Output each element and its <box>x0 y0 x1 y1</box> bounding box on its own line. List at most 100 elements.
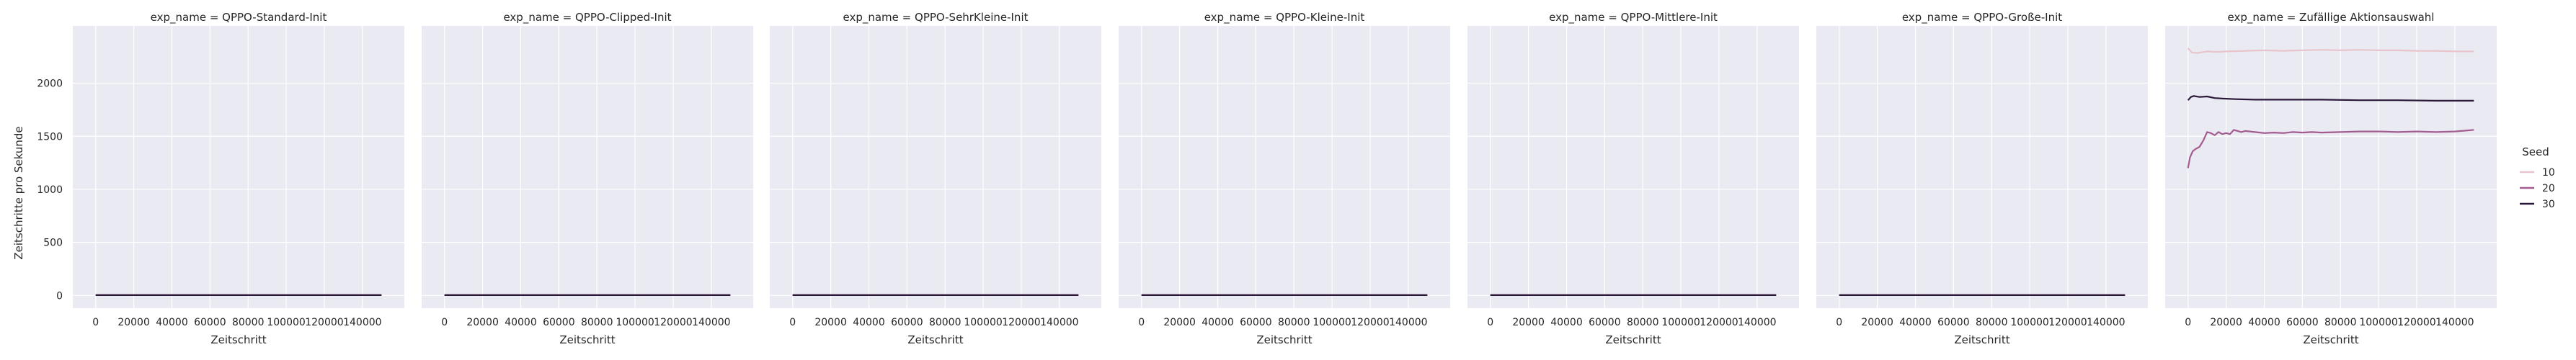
x-tick-label: 80000 <box>1627 317 1659 328</box>
x-tick-label: 40000 <box>853 317 885 328</box>
x-tick-label: 20000 <box>117 317 150 328</box>
x-tick-label: 100000 <box>2359 317 2397 328</box>
plot-area <box>1467 26 1799 308</box>
x-tick-label: 0 <box>1487 317 1493 328</box>
legend-entries: 10 20 30 <box>2520 167 2555 210</box>
x-tick-label: 40000 <box>2248 317 2280 328</box>
x-tick-label: 20000 <box>1861 317 1893 328</box>
legend-label-seed-10: 10 <box>2542 167 2555 179</box>
y-tick-label: 500 <box>43 238 63 249</box>
x-tick-label: 60000 <box>1240 317 1272 328</box>
y-axis-label: Zeitschritte pro Sekunde <box>12 126 25 259</box>
panel-title: exp_name = QPPO-Große-Init <box>1902 11 2062 24</box>
x-tick-label: 140000 <box>2435 317 2474 328</box>
y-tick-label: 2000 <box>37 78 63 90</box>
x-tick-label: 20000 <box>814 317 847 328</box>
x-tick-label: 0 <box>789 317 796 328</box>
plot-area <box>73 26 404 308</box>
x-tick-label: 120000 <box>1002 317 1040 328</box>
plot-area <box>2165 26 2497 308</box>
plot-area <box>1119 26 1450 308</box>
x-axis-label: Zeitschritt <box>2303 333 2358 346</box>
x-tick-label: 20000 <box>2210 317 2242 328</box>
x-axis-label: Zeitschritt <box>1256 333 1312 346</box>
x-tick-label: 60000 <box>891 317 923 328</box>
x-tick-label: 20000 <box>466 317 499 328</box>
x-tick-label: 40000 <box>505 317 537 328</box>
x-tick-label: 120000 <box>2048 317 2087 328</box>
y-tick-label: 1000 <box>37 184 63 196</box>
facet-panel: exp_name = QPPO-Mittlere-Init 0 20000 40000… <box>1467 11 1799 346</box>
x-tick-label: 120000 <box>654 317 692 328</box>
x-tick-label: 40000 <box>156 317 188 328</box>
x-tick-label: 0 <box>2185 317 2191 328</box>
x-tick-label: 0 <box>1836 317 1842 328</box>
facet-panel: exp_name = QPPO-Große-Init 0 20000 40000 600… <box>1816 11 2148 346</box>
x-tick-label: 80000 <box>581 317 613 328</box>
panel-title: exp_name = QPPO-Kleine-Init <box>1204 11 1365 24</box>
series-line-seed-30 <box>2187 95 2474 102</box>
x-tick-label: 140000 <box>1389 317 1427 328</box>
x-tick-label: 80000 <box>929 317 961 328</box>
panel-title: exp_name = QPPO-SehrKleine-Init <box>843 11 1029 24</box>
x-tick-label: 100000 <box>1661 317 1700 328</box>
facet-panel: exp_name = QPPO-SehrKleine-Init 0 20000 400… <box>770 11 1101 346</box>
x-tick-label: 80000 <box>2324 317 2357 328</box>
panel-title: exp_name = QPPO-Mittlere-Init <box>1549 11 1718 24</box>
x-tick-label: 100000 <box>616 317 654 328</box>
x-tick-label: 40000 <box>1899 317 1932 328</box>
facet-panel: exp_name = Zufällige Aktionsauswahl 0 2000… <box>2165 11 2497 346</box>
x-tick-label: 0 <box>1138 317 1145 328</box>
x-tick-label: 60000 <box>1589 317 1621 328</box>
x-tick-label: 100000 <box>964 317 1002 328</box>
series-line-seed-20 <box>2187 129 2474 168</box>
x-tick-label: 100000 <box>1313 317 1351 328</box>
x-tick-label: 60000 <box>1937 317 1970 328</box>
x-tick-label: 0 <box>92 317 99 328</box>
series-line-seed-10 <box>2187 48 2474 54</box>
plot-area <box>1816 26 2148 308</box>
x-tick-label: 60000 <box>2286 317 2319 328</box>
legend-label-seed-20: 20 <box>2542 183 2555 194</box>
x-tick-label: 20000 <box>1512 317 1545 328</box>
y-tick-label: 1500 <box>37 131 63 143</box>
legend-label-seed-30: 30 <box>2542 199 2555 210</box>
x-tick-label: 120000 <box>1351 317 1389 328</box>
x-tick-label: 80000 <box>232 317 265 328</box>
facet-panel: exp_name = QPPO-Clipped-Init 0 20000 40000 6… <box>422 11 753 346</box>
panel-title: exp_name = Zufällige Aktionsauswahl <box>2228 11 2435 24</box>
x-tick-label: 20000 <box>1163 317 1196 328</box>
x-axis-label: Zeitschritt <box>1605 333 1661 346</box>
plot-area <box>422 26 753 308</box>
x-axis-label: Zeitschritt <box>210 333 266 346</box>
x-tick-label: 140000 <box>692 317 730 328</box>
y-tick-label: 0 <box>56 290 63 302</box>
x-tick-label: 40000 <box>1202 317 1234 328</box>
x-axis-label: Zeitschritt <box>1954 333 2009 346</box>
x-tick-label: 80000 <box>1976 317 2008 328</box>
x-tick-label: 100000 <box>2010 317 2048 328</box>
x-tick-label: 40000 <box>1550 317 1583 328</box>
panel-title: exp_name = QPPO-Standard-Init <box>151 11 327 24</box>
x-tick-label: 0 <box>441 317 448 328</box>
x-tick-label: 140000 <box>343 317 381 328</box>
x-tick-label: 120000 <box>1700 317 1738 328</box>
x-tick-label: 120000 <box>305 317 343 328</box>
x-tick-label: 140000 <box>2087 317 2125 328</box>
x-tick-label: 120000 <box>2397 317 2435 328</box>
x-tick-label: 100000 <box>267 317 305 328</box>
x-tick-label: 60000 <box>543 317 575 328</box>
x-axis-label: Zeitschritt <box>559 333 615 346</box>
plot-area <box>770 26 1101 308</box>
legend-title: Seed <box>2522 145 2549 158</box>
x-axis-label: Zeitschritt <box>907 333 963 346</box>
x-tick-label: 80000 <box>1278 317 1310 328</box>
facet-panel: exp_name = QPPO-Kleine-Init 0 20000 40000 60… <box>1119 11 1450 346</box>
x-tick-label: 140000 <box>1738 317 1776 328</box>
panel-title: exp_name = QPPO-Clipped-Init <box>503 11 671 24</box>
legend: Seed 10 20 30 <box>2520 145 2555 210</box>
x-tick-label: 60000 <box>194 317 226 328</box>
